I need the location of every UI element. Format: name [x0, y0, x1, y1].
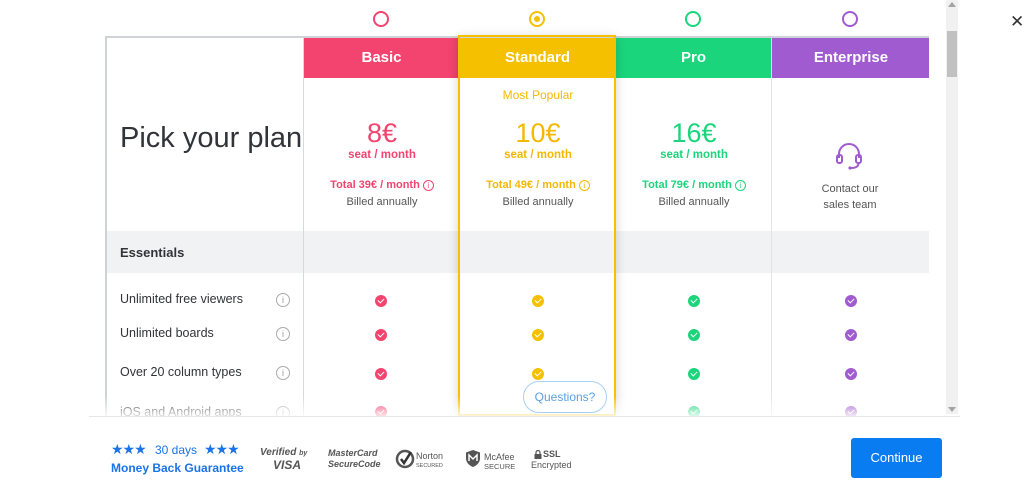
- check-icon: [845, 329, 857, 341]
- feature-label: Unlimited boards: [120, 326, 214, 340]
- radio-standard[interactable]: [529, 11, 545, 27]
- money-back-guarantee: Money Back Guarantee: [111, 461, 244, 475]
- info-icon[interactable]: i: [276, 293, 290, 307]
- info-icon[interactable]: i: [578, 180, 590, 191]
- radio-enterprise[interactable]: [842, 11, 858, 27]
- check-icon: [688, 406, 700, 416]
- plan-total: Total 39€ / month i: [304, 179, 460, 191]
- check-icon: [532, 295, 544, 307]
- plan-price: 10€: [515, 118, 561, 148]
- questions-button[interactable]: Questions?: [523, 381, 607, 413]
- info-icon[interactable]: i: [422, 180, 434, 191]
- mcafee-shield-icon: [466, 450, 480, 467]
- norton-check-icon: [395, 449, 415, 469]
- verified-by-visa-badge: Verified by VISA: [260, 447, 308, 472]
- check-icon: [375, 295, 387, 307]
- check-icon: [688, 295, 700, 307]
- billing-note: Billed annually: [658, 196, 730, 208]
- radio-basic[interactable]: [373, 11, 389, 27]
- feature-column: Pick your plan Essentials Unlimited free…: [107, 38, 304, 416]
- plan-price-unit: seat / month: [348, 149, 416, 161]
- check-icon: [532, 329, 544, 341]
- check-icon: [375, 368, 387, 380]
- continue-button[interactable]: Continue: [851, 438, 942, 478]
- check-icon: [688, 329, 700, 341]
- feature-label: iOS and Android apps: [120, 405, 242, 416]
- check-icon: [532, 368, 544, 380]
- close-icon[interactable]: ✕: [1010, 12, 1024, 31]
- plan-price-unit: seat / month: [660, 149, 728, 161]
- info-icon[interactable]: i: [734, 180, 746, 191]
- plan-name-pro: Pro: [616, 38, 771, 78]
- plan-column-pro[interactable]: Pro 16€ seat / month Total 79€ / month i …: [616, 38, 772, 416]
- feature-label: Over 20 column types: [120, 365, 242, 379]
- billing-note: Billed annually: [502, 196, 574, 208]
- plan-price: 8€: [366, 118, 398, 148]
- check-icon: [688, 368, 700, 380]
- plan-name-enterprise: Enterprise: [772, 38, 929, 78]
- check-icon: [845, 406, 857, 416]
- headset-icon: [836, 143, 862, 170]
- mastercard-securecode-badge: MasterCard SecureCode: [328, 448, 381, 469]
- stars-icon: ★★★: [111, 441, 147, 457]
- plan-total: Total 49€ / month i: [460, 179, 616, 191]
- plan-price: 16€: [671, 118, 717, 148]
- info-icon[interactable]: i: [276, 406, 290, 416]
- feature-label: Unlimited free viewers: [120, 292, 243, 306]
- scroll-down-arrow-icon[interactable]: [948, 407, 956, 412]
- scroll-up-arrow-icon[interactable]: [948, 2, 956, 7]
- mcafee-secure-badge: McAfee SECURE: [484, 452, 516, 471]
- plan-name-basic: Basic: [304, 38, 459, 78]
- check-icon: [845, 368, 857, 380]
- scrollbar[interactable]: [946, 0, 958, 414]
- check-icon: [375, 406, 387, 416]
- norton-secured-badge: Norton SECURED: [416, 451, 444, 469]
- footer-bar: ★★★ 30 days ★★★ Money Back Guarantee Ver…: [89, 416, 960, 482]
- plan-column-enterprise[interactable]: Enterprise Contact our sales team: [772, 38, 929, 416]
- lock-icon: [534, 450, 542, 459]
- guarantee-days: 30 days: [155, 443, 198, 457]
- billing-note: Billed annually: [346, 196, 418, 208]
- plan-name-standard: Standard: [460, 38, 615, 78]
- check-icon: [845, 295, 857, 307]
- page-title: Pick your plan: [120, 122, 303, 154]
- pricing-table: Pick your plan Essentials Unlimited free…: [105, 36, 929, 416]
- plan-column-standard[interactable]: Standard Most Popular 10€ seat / month T…: [460, 38, 616, 416]
- plan-price-unit: seat / month: [504, 149, 572, 161]
- radio-pro[interactable]: [685, 11, 701, 27]
- plan-total: Total 79€ / month i: [616, 179, 772, 191]
- plan-column-basic[interactable]: Basic 8€ seat / month Total 39€ / month i…: [304, 38, 460, 416]
- most-popular-badge: Most Popular: [502, 88, 574, 102]
- contact-sales-text: Contact our sales team: [821, 183, 879, 211]
- section-label-essentials: Essentials: [120, 245, 185, 260]
- scroll-thumb[interactable]: [947, 31, 957, 77]
- section-band: [107, 231, 929, 273]
- info-icon[interactable]: i: [276, 366, 290, 380]
- info-icon[interactable]: i: [276, 327, 290, 341]
- check-icon: [375, 329, 387, 341]
- ssl-encrypted-badge: SSL Encrypted: [531, 449, 572, 470]
- stars-icon: ★★★: [204, 441, 240, 457]
